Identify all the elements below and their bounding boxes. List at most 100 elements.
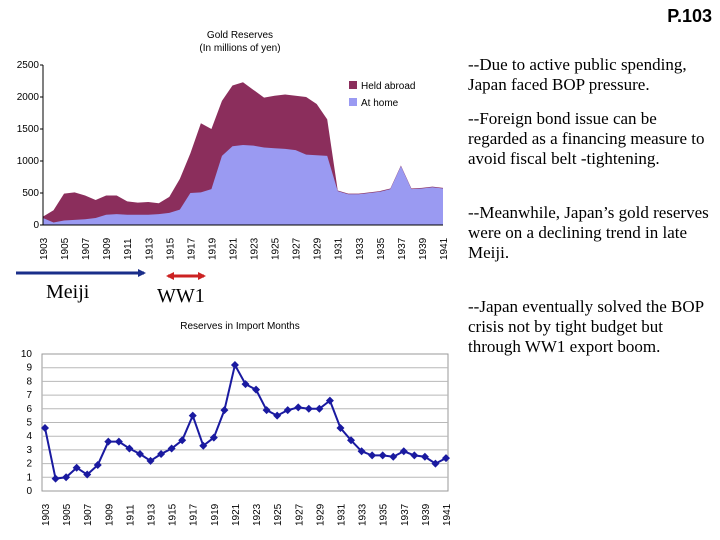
import-months-point	[389, 452, 398, 461]
chart1-x-tick-label: 1905	[60, 237, 71, 260]
import-months-point	[146, 456, 155, 465]
import-months-point	[178, 436, 187, 445]
chart2-x-tick-label: 1935	[379, 503, 390, 526]
chart2-x-tick-label: 1939	[421, 503, 432, 526]
page-number: P.103	[667, 6, 712, 26]
chart1-y-tick-label: 500	[22, 188, 39, 199]
import-months-point	[442, 454, 450, 463]
chart1-x-tick-label: 1931	[334, 237, 345, 260]
legend-held-abroad-swatch	[349, 81, 357, 89]
import-months-point	[304, 404, 313, 413]
chart2-x-tick-label: 1905	[62, 503, 73, 526]
chart2-y-tick-label: 0	[26, 486, 32, 497]
chart2-x-tick-label: 1919	[210, 503, 221, 526]
chart2-y-tick-label: 6	[26, 404, 32, 415]
import-months-point	[273, 411, 282, 420]
import-months-point	[199, 441, 208, 450]
chart1-x-ticks: 1903 1905 1907 1909 1911 1913 1915 1917 1919 1921…	[39, 237, 450, 260]
chart2-x-tick-label: 1927	[294, 503, 305, 526]
import-months-point	[399, 447, 408, 456]
chart1-x-tick-label: 1917	[186, 237, 197, 260]
chart1-y-tick-label: 2000	[17, 92, 40, 103]
chart1-areas	[43, 82, 443, 225]
import-months-point	[167, 444, 176, 453]
chart1-x-tick-label: 1921	[228, 237, 239, 260]
chart1-x-tick-label: 1925	[271, 237, 282, 260]
chart1-x-tick-label: 1927	[292, 237, 303, 260]
import-months-point	[230, 360, 239, 369]
legend-held-abroad-label: Held abroad	[361, 81, 415, 92]
chart1-x-tick-label: 1937	[397, 237, 408, 260]
chart2-x-tick-label: 1911	[125, 504, 136, 526]
import-months-point	[114, 437, 123, 446]
import-months-point	[262, 406, 271, 415]
legend-at-home-label: At home	[361, 98, 399, 109]
chart1-x-tick-label: 1909	[102, 237, 113, 260]
import-months-point	[241, 380, 250, 389]
chart1-y-ticks: 0 500 1000 1500 2000 2500	[17, 60, 43, 231]
import-months-point	[357, 447, 366, 456]
chart1-title: Gold Reserves	[207, 30, 273, 41]
chart2-y-tick-label: 9	[26, 363, 32, 374]
chart2-x-tick-label: 1913	[147, 503, 158, 526]
import-months-point	[315, 404, 324, 413]
chart2-y-tick-label: 2	[26, 459, 32, 470]
import-months-point	[283, 406, 292, 415]
chart2-x-tick-label: 1907	[83, 503, 94, 526]
note-bop-pressure: --Due to active public spending, Japan f…	[468, 55, 687, 94]
chart2-y-tick-label: 1	[26, 472, 32, 483]
import-months-point	[368, 451, 377, 460]
chart1-x-tick-label: 1929	[313, 237, 324, 260]
chart2-x-ticks: 1903 1905 1907 1909 1911 1913 1915 1917 1919 1921…	[41, 503, 453, 526]
import-months-point	[209, 433, 218, 442]
chart2-title: Reserves in Import Months	[180, 321, 300, 332]
chart2-x-tick-label: 1929	[315, 503, 326, 526]
note-ww1-boom: --Japan eventually solved the BOP crisis…	[468, 297, 704, 356]
chart1-x-tick-label: 1907	[81, 237, 92, 260]
chart2-x-tick-label: 1937	[400, 503, 411, 526]
notes-panel: --Due to active public spending, Japan f…	[468, 55, 716, 371]
chart2-x-tick-label: 1903	[41, 503, 52, 526]
note-gold-decline: --Meanwhile, Japan’s gold reserves were …	[468, 203, 709, 262]
chart2-x-tick-label: 1915	[168, 503, 179, 526]
gold-reserves-chart: Gold Reserves (In millions of yen) 0 500 1…	[17, 30, 450, 260]
chart1-subtitle: (In millions of yen)	[199, 43, 280, 54]
chart2-x-tick-label: 1931	[336, 503, 347, 526]
series-at-home-area	[43, 145, 443, 225]
chart1-y-tick-label: 2500	[17, 60, 40, 71]
import-months-point	[220, 406, 229, 415]
chart2-x-tick-label: 1917	[189, 503, 200, 526]
import-months-point	[410, 451, 419, 460]
import-months-point	[125, 444, 134, 453]
chart1-legend: Held abroad At home	[349, 81, 415, 109]
import-months-point	[41, 423, 49, 432]
chart1-x-tick-label: 1923	[250, 237, 261, 260]
chart1-y-tick-label: 0	[33, 220, 39, 231]
legend-at-home-swatch	[349, 98, 357, 106]
import-months-point	[420, 452, 429, 461]
chart2-grid	[42, 367, 448, 478]
chart2-x-tick-label: 1925	[273, 503, 284, 526]
chart2-y-tick-label: 3	[26, 445, 32, 456]
meiji-label: Meiji	[46, 281, 90, 303]
chart2-y-tick-label: 8	[26, 376, 32, 387]
import-months-point	[252, 385, 261, 394]
import-months-point	[431, 459, 440, 468]
chart2-y-ticks: 0 1 2 3 4 5 6 7 8 9 10	[21, 349, 33, 497]
chart2-x-tick-label: 1923	[252, 503, 263, 526]
chart1-x-tick-label: 1915	[165, 237, 176, 260]
note-foreign-bond: --Foreign bond issue can be regarded as …	[468, 109, 705, 168]
import-months-point	[294, 403, 303, 412]
import-months-point	[188, 411, 197, 420]
import-months-point	[72, 463, 81, 472]
chart1-y-tick-label: 1000	[17, 156, 40, 167]
chart1-x-tick-label: 1903	[39, 237, 50, 260]
chart1-x-tick-label: 1941	[439, 237, 450, 260]
era-markers: Meiji WW1	[16, 269, 206, 307]
import-months-point	[62, 473, 71, 482]
import-months-point	[157, 450, 166, 459]
chart1-y-tick-label: 1500	[17, 124, 40, 135]
import-months-point	[104, 437, 113, 446]
chart2-x-tick-label: 1933	[358, 503, 369, 526]
